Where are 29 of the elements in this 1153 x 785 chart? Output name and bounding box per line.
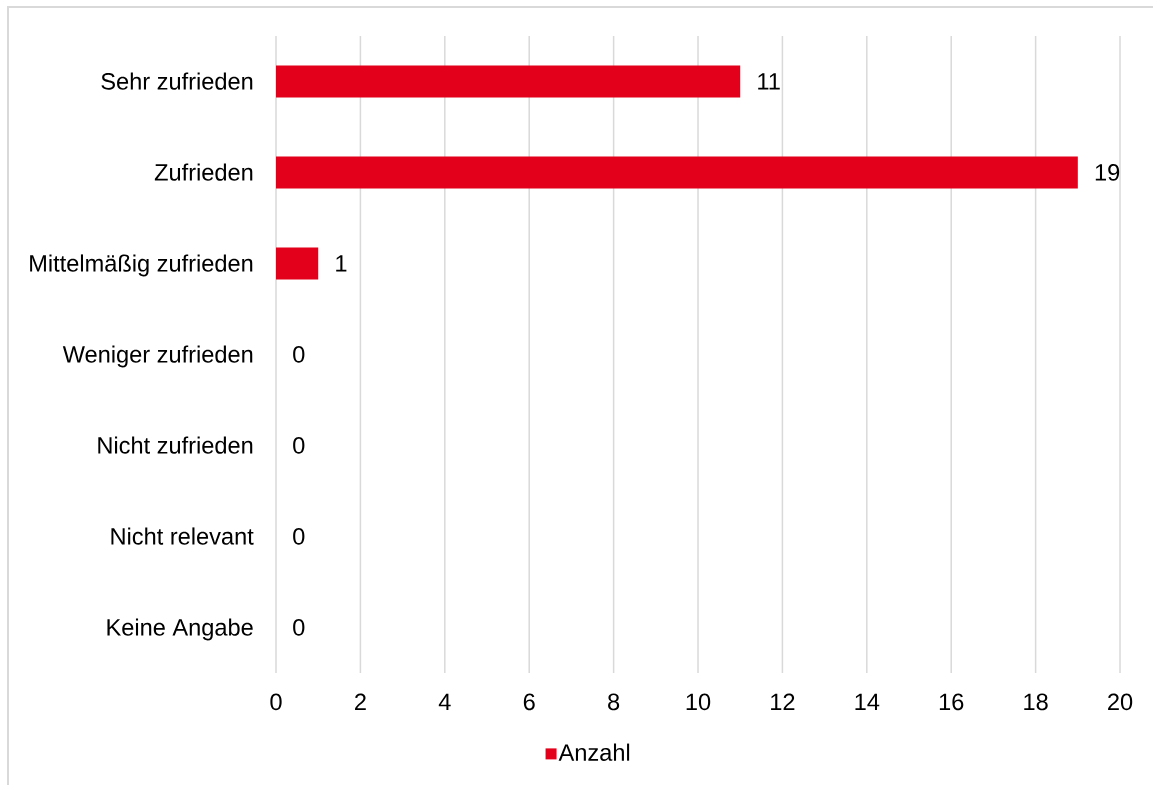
x-tick-label: 14 — [855, 693, 880, 710]
x-tick-label: 10 — [686, 693, 711, 711]
y-tick-label: Zufrieden — [154, 163, 253, 181]
data-label: 0 — [293, 346, 305, 363]
legend-label: Anzahl — [558, 743, 630, 761]
x-tick-label: 12 — [771, 693, 795, 710]
y-tick-label: Nicht relevant — [111, 527, 254, 545]
data-label: 0 — [293, 528, 305, 545]
bar — [276, 65, 741, 98]
x-tick-label: 16 — [939, 693, 964, 711]
data-label: 0 — [293, 619, 305, 636]
data-label: 11 — [758, 73, 780, 90]
x-tick-label: 4 — [438, 693, 451, 710]
y-tick-label: Weniger zufrieden — [62, 345, 253, 368]
y-tick-label: Nicht zufrieden — [98, 436, 253, 454]
x-tick-label: 2 — [355, 693, 366, 710]
data-label: 0 — [293, 437, 305, 454]
bar — [276, 247, 319, 280]
bar — [276, 156, 1078, 189]
x-tick-label: 20 — [1108, 693, 1133, 711]
data-label: 1 — [336, 255, 347, 272]
y-tick-label: Mittelmäßig zufrieden — [30, 254, 253, 277]
y-tick-label: Keine Angabe — [107, 618, 253, 641]
x-tick-label: 18 — [1024, 693, 1048, 711]
data-label: 19 — [1095, 164, 1120, 181]
x-tick-label: 8 — [608, 693, 620, 711]
x-tick-label: 0 — [270, 693, 282, 711]
y-tick-label: Sehr zufrieden — [101, 72, 253, 90]
x-tick-label: 6 — [523, 693, 535, 711]
